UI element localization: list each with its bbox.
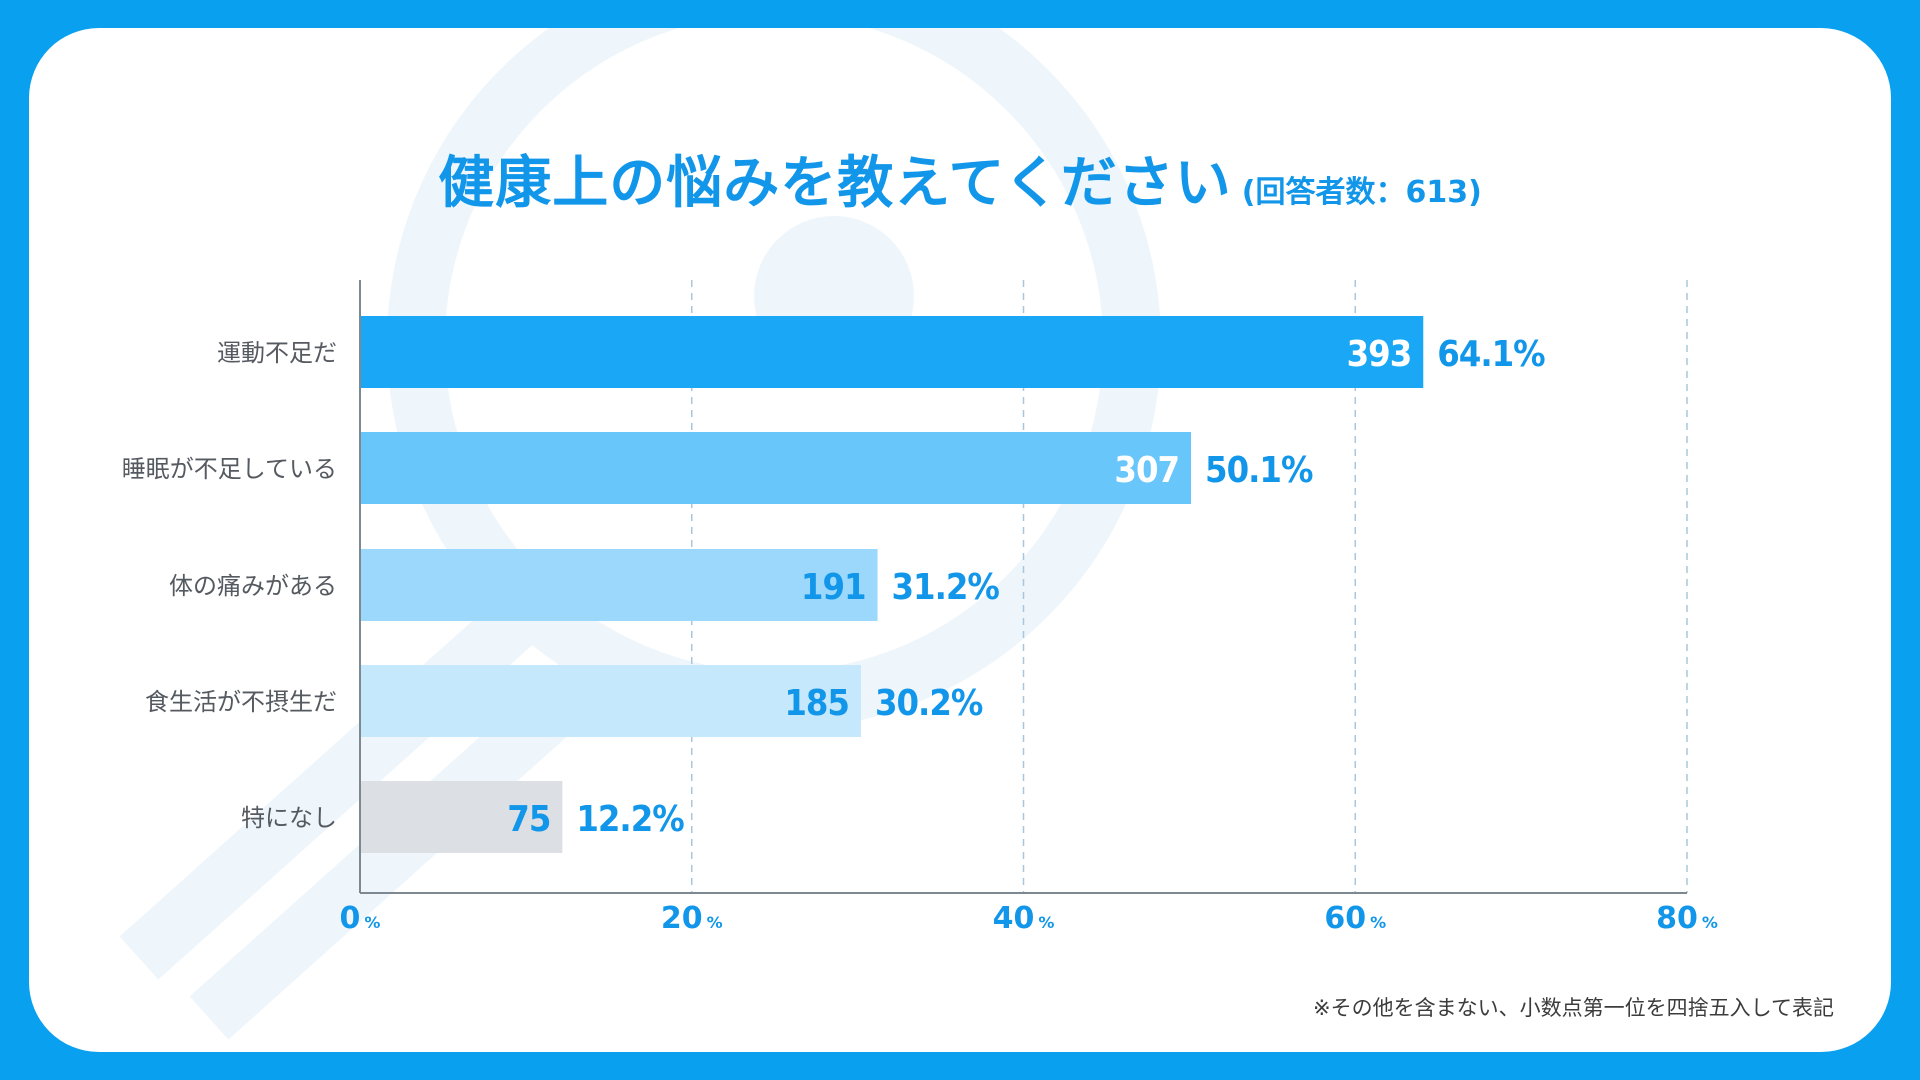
respondent-count: (回答者数：613) [1241, 175, 1482, 210]
percent-label-5: 12.2% [576, 799, 684, 840]
x-tick-unit: % [1370, 913, 1386, 932]
x-tick-unit: % [364, 913, 380, 932]
chart-card: 健康上の悩みを教えてください (回答者数：613) 運動不足だ 393 64.1% 睡眠… [29, 28, 1891, 1052]
x-tick-label-80: 80% [1656, 901, 1718, 936]
count-label-1: 393 [1347, 334, 1412, 375]
footnote: ※その他を含まない、小数点第一位を四捨五入して表記 [1313, 996, 1834, 1020]
count-label-4: 185 [784, 683, 849, 724]
category-label-4: 食生活が不摂生だ [145, 688, 337, 716]
percent-label-4: 30.2% [875, 683, 983, 724]
bar-3 [360, 549, 878, 621]
x-tick-label-40: 40% [993, 901, 1055, 936]
category-label-3: 体の痛みがある [169, 572, 337, 600]
bar-5 [360, 781, 563, 853]
x-tick-value: 20 [661, 901, 703, 936]
x-tick-unit: % [707, 913, 723, 932]
x-tick-value: 60 [1324, 901, 1366, 936]
category-label-5: 特になし [241, 804, 337, 832]
bar-1 [360, 316, 1424, 388]
bar-4 [360, 665, 861, 737]
count-label-3: 191 [801, 567, 866, 608]
percent-label-3: 31.2% [892, 567, 1000, 608]
chart-title: 健康上の悩みを教えてください (回答者数：613) [29, 138, 1891, 219]
x-tick-value: 0 [340, 901, 361, 936]
count-label-5: 75 [507, 799, 550, 840]
percent-label-2: 50.1% [1205, 450, 1313, 491]
percent-label-1: 64.1% [1437, 334, 1545, 375]
title-main: 健康上の悩みを教えてください [438, 151, 1232, 216]
count-label-2: 307 [1114, 450, 1179, 491]
category-label-1: 運動不足だ [217, 339, 337, 367]
x-tick-label-20: 20% [661, 901, 723, 936]
x-tick-value: 80 [1656, 901, 1698, 936]
x-tick-label-0: 0% [340, 901, 381, 936]
x-tick-unit: % [1702, 913, 1718, 932]
category-label-2: 睡眠が不足している [122, 455, 337, 483]
bar-2 [360, 432, 1192, 504]
x-tick-value: 40 [993, 901, 1035, 936]
bar-chart: 運動不足だ 393 64.1% 睡眠が不足している 307 50.1% 体の痛みがある 191… [122, 280, 1718, 936]
x-tick-label-60: 60% [1324, 901, 1386, 936]
x-tick-unit: % [1038, 913, 1054, 932]
